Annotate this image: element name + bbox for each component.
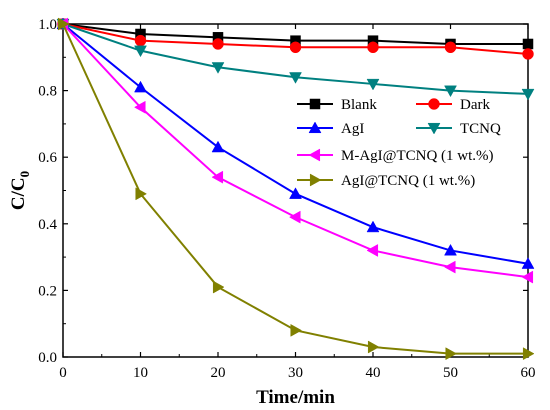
legend-marker: [308, 148, 321, 162]
series-group: [56, 17, 535, 361]
data-point: [367, 340, 380, 354]
y-tick-label: 0.4: [38, 217, 57, 233]
x-tick-label: 40: [366, 365, 381, 381]
y-axis-title: C/C0: [8, 171, 32, 210]
legend-label: AgI: [341, 121, 364, 137]
legend-item: TCNQ: [416, 121, 501, 137]
x-tick-label: 50: [443, 365, 458, 381]
data-point: [521, 270, 534, 284]
data-point: [288, 210, 301, 224]
y-tick-label: 1.0: [38, 17, 57, 33]
data-point: [521, 257, 535, 269]
legend-marker: [308, 121, 322, 134]
data-point: [134, 34, 147, 47]
data-point: [522, 48, 534, 60]
data-point: [522, 347, 535, 361]
data-point: [290, 323, 303, 337]
data-point: [289, 187, 302, 199]
y-axis-title-main: C/C: [8, 177, 29, 210]
data-point: [134, 80, 147, 93]
series-line: [62, 23, 529, 265]
series-agi: [56, 17, 535, 269]
data-point: [444, 41, 457, 54]
data-point: [211, 62, 225, 74]
data-point: [366, 78, 380, 91]
data-point: [57, 17, 70, 31]
legend: Blank Dark AgI TCNQ M-AgI@TCNQ (1 wt.%) AgI@T…: [297, 97, 501, 189]
legend-item: AgI: [297, 121, 364, 137]
data-point: [367, 41, 379, 54]
data-point: [289, 72, 302, 84]
data-point: [135, 187, 148, 201]
x-tick-label: 20: [211, 365, 226, 381]
legend-item: M-AgI@TCNQ (1 wt.%): [297, 148, 494, 164]
data-point: [212, 38, 224, 50]
legend-item: AgI@TCNQ (1 wt.%): [297, 173, 475, 189]
data-point: [522, 38, 534, 50]
data-point: [443, 260, 456, 274]
series-m-agi-tcnq-1-wt: [56, 17, 534, 284]
legend-label: AgI@TCNQ (1 wt.%): [341, 173, 475, 189]
data-point: [366, 244, 379, 257]
data-point: [444, 243, 457, 256]
legend-marker: [428, 98, 440, 110]
legend-marker: [309, 173, 322, 187]
data-point: [444, 85, 457, 98]
legend-label: M-AgI@TCNQ (1 wt.%): [341, 148, 494, 164]
legend-marker: [427, 122, 441, 135]
y-axis-title-subscript: 0: [17, 171, 32, 178]
data-point: [211, 170, 224, 184]
data-point: [211, 140, 225, 153]
legend-label: Blank: [341, 97, 377, 113]
data-point: [212, 280, 225, 294]
x-tick-label: 60: [521, 365, 536, 381]
x-tick-label: 0: [59, 365, 67, 381]
data-point: [289, 41, 302, 54]
legend-label: Dark: [460, 97, 490, 113]
y-tick-label: 0.2: [38, 283, 57, 299]
legend-item: Dark: [416, 97, 490, 113]
series-agi-tcnq-1-wt: [57, 17, 535, 361]
x-tick-label: 10: [133, 365, 148, 381]
data-point: [445, 347, 458, 361]
data-point: [133, 100, 146, 114]
y-tick-label: 0.8: [38, 84, 57, 100]
x-axis-title: Time/min: [256, 387, 335, 408]
y-tick-label: 0.6: [38, 150, 57, 166]
x-tick-label: 30: [288, 365, 303, 381]
data-point: [366, 220, 380, 233]
data-point: [521, 88, 535, 101]
legend-label: TCNQ: [460, 121, 501, 137]
series-tcnq: [56, 18, 535, 101]
legend-item: Blank: [297, 97, 377, 113]
y-tick-label: 0.0: [38, 350, 57, 366]
data-point: [134, 45, 147, 58]
legend-marker: [309, 98, 321, 110]
